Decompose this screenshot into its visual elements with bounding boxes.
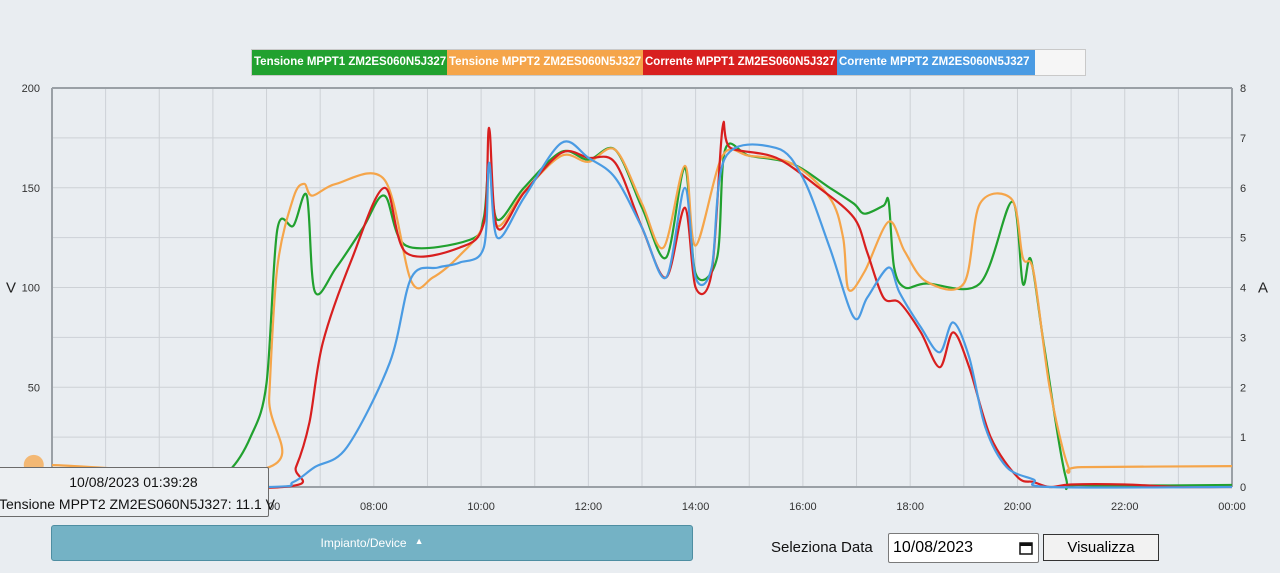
- x-tick-label: 10:00: [467, 501, 495, 513]
- x-tick-label: 00:00: [1218, 501, 1246, 513]
- y-left-tick-label: 100: [22, 283, 40, 295]
- series-line-corrente-mppt1-zm2es060n5j327: [51, 120, 1233, 490]
- x-tick-label: 14:00: [682, 501, 710, 513]
- chart: 50100150200012345678VA06:0008:0010:0012:…: [6, 83, 1268, 513]
- y-right-tick-label: 5: [1240, 233, 1246, 245]
- y-right-axis-label: A: [1258, 280, 1268, 297]
- y-right-tick-label: 6: [1240, 183, 1246, 195]
- x-tick-label: 12:00: [575, 501, 603, 513]
- date-value: 10/08/2023: [893, 539, 974, 556]
- series-line-corrente-mppt2-zm2es060n5j327: [51, 140, 1233, 489]
- device-dropdown-button[interactable]: Impianto/Device ▲: [51, 525, 693, 561]
- x-tick-label: 08:00: [360, 501, 388, 513]
- y-right-tick-label: 3: [1240, 332, 1246, 344]
- series-line-tensione-mppt1-zm2es060n5j327: [51, 142, 1233, 491]
- caret-up-icon: ▲: [414, 535, 424, 546]
- date-input[interactable]: 10/08/2023: [888, 533, 1039, 563]
- legend-empty-slot: [1035, 50, 1085, 75]
- x-tick-label: 20:00: [1004, 501, 1032, 513]
- chart-tooltip: 10/08/2023 01:39:28 Tensione MPPT2 ZM2ES…: [0, 467, 276, 517]
- x-tick-label: 18:00: [896, 501, 924, 513]
- y-left-tick-label: 150: [22, 183, 40, 195]
- y-right-tick-label: 8: [1240, 83, 1246, 95]
- y-right-tick-label: 0: [1240, 482, 1246, 494]
- series-line-tensione-mppt2-zm2es060n5j327: [51, 147, 1233, 474]
- legend-item-tensione-mppt1[interactable]: Tensione MPPT1 ZM2ES060N5J327: [252, 50, 447, 75]
- visualizza-button[interactable]: Visualizza: [1043, 534, 1159, 561]
- date-label: Seleziona Data: [771, 539, 873, 556]
- legend-item-corrente-mppt2[interactable]: Corrente MPPT2 ZM2ES060N5J327: [837, 50, 1035, 75]
- y-left-tick-label: 200: [22, 83, 40, 95]
- chart-legend: Tensione MPPT1 ZM2ES060N5J327 Tensione M…: [251, 49, 1086, 76]
- legend-item-corrente-mppt1[interactable]: Corrente MPPT1 ZM2ES060N5J327: [643, 50, 837, 75]
- calendar-icon[interactable]: [1019, 541, 1033, 555]
- x-tick-label: 16:00: [789, 501, 817, 513]
- y-right-tick-label: 1: [1240, 432, 1246, 444]
- y-left-axis-label: V: [6, 280, 16, 297]
- y-right-tick-label: 2: [1240, 382, 1246, 394]
- legend-item-tensione-mppt2[interactable]: Tensione MPPT2 ZM2ES060N5J327: [447, 50, 643, 75]
- y-right-tick-label: 4: [1240, 283, 1246, 295]
- y-left-tick-label: 50: [28, 382, 40, 394]
- device-button-label: Impianto/Device: [320, 536, 407, 550]
- x-tick-label: 22:00: [1111, 501, 1139, 513]
- tooltip-value: Tensione MPPT2 ZM2ES060N5J327: 11.1 V: [0, 496, 276, 512]
- tooltip-datetime: 10/08/2023 01:39:28: [69, 474, 198, 490]
- y-right-tick-label: 7: [1240, 133, 1246, 145]
